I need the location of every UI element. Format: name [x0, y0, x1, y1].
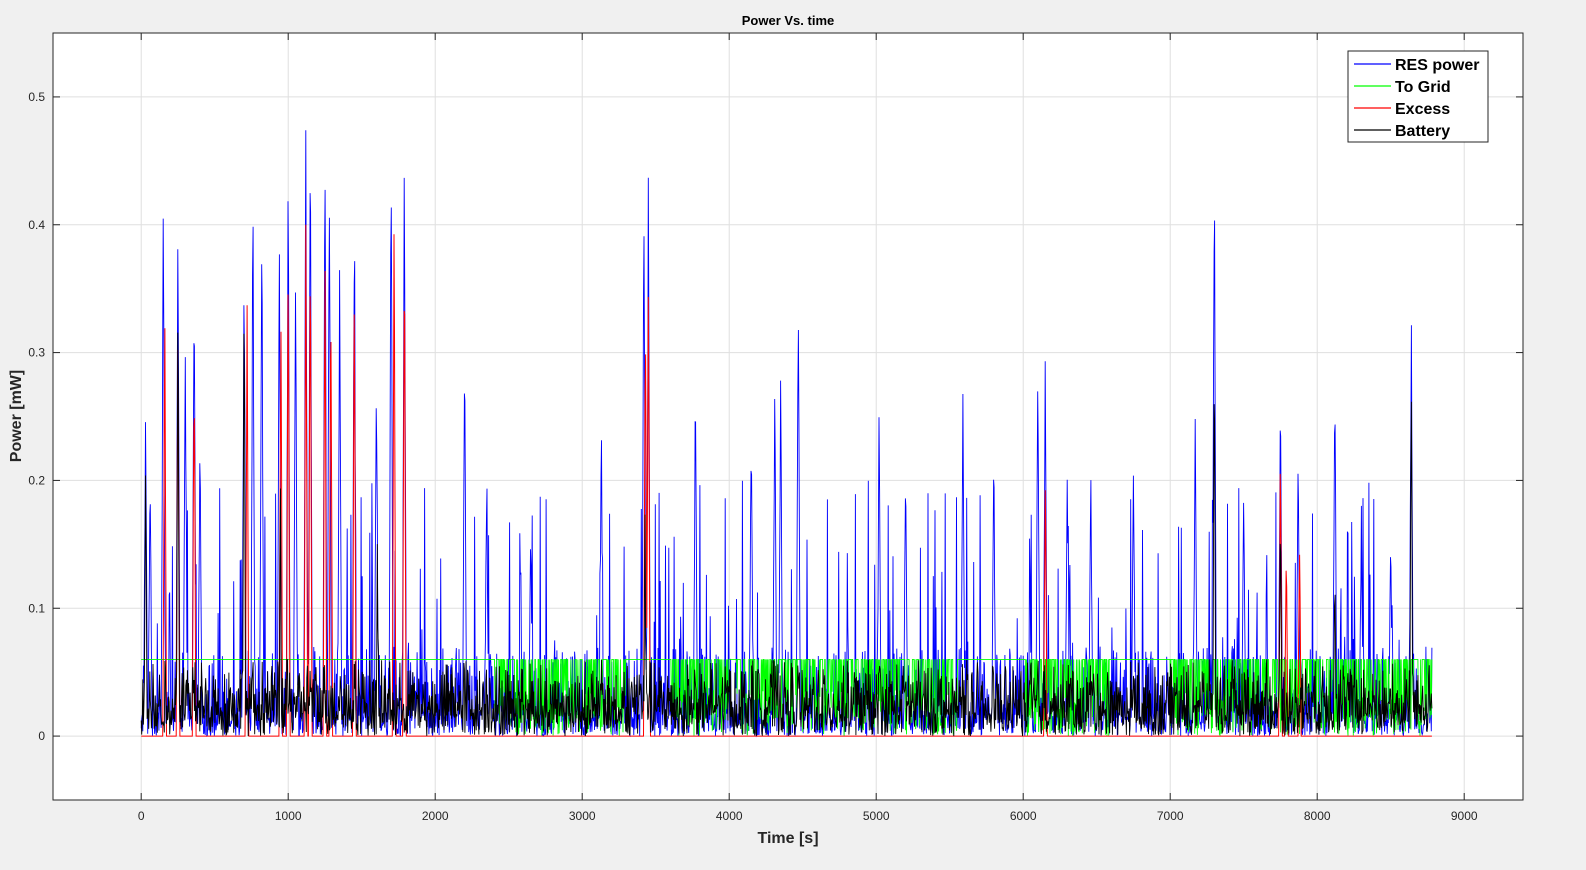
y-tick-label: 0.2: [28, 473, 45, 487]
x-axis-label: Time [s]: [757, 830, 818, 847]
y-tick-label: 0.1: [28, 601, 45, 615]
y-tick-label: 0.3: [28, 346, 45, 360]
x-tick-label: 8000: [1304, 809, 1331, 823]
legend-entry-excess: Excess: [1354, 101, 1450, 118]
chart-title: Power Vs. time: [742, 13, 834, 28]
x-tick-label: 1000: [275, 809, 302, 823]
x-tick-label: 0: [138, 809, 145, 823]
x-tick-label: 6000: [1010, 809, 1037, 823]
x-tick-label: 9000: [1451, 809, 1478, 823]
legend[interactable]: RES power To Grid Excess Battery: [1347, 50, 1489, 143]
y-tick-label: 0.4: [28, 218, 45, 232]
y-tick-label: 0.5: [28, 90, 45, 104]
legend-entry-to-grid: To Grid: [1354, 79, 1451, 96]
series-layer: [140, 130, 1433, 738]
x-tick-label: 4000: [716, 809, 743, 823]
series-line-battery: [140, 332, 1433, 737]
series-line-excess: [141, 224, 1432, 737]
x-tick-label: 2000: [422, 809, 449, 823]
axes-box: [52, 32, 1524, 801]
legend-label-res-power: RES power: [1395, 57, 1479, 74]
y-axis-ticks: 0 0.1 0.2 0.3 0.4 0.5: [28, 90, 1523, 743]
legend-label-excess: Excess: [1395, 101, 1450, 118]
legend-entry-res-power: RES power: [1354, 57, 1479, 74]
legend-entry-battery: Battery: [1354, 123, 1450, 140]
legend-label-to-grid: To Grid: [1395, 79, 1451, 96]
x-tick-label: 7000: [1157, 809, 1184, 823]
y-tick-label: 0: [38, 729, 45, 743]
x-tick-label: 5000: [863, 809, 890, 823]
legend-box: [1347, 50, 1489, 143]
legend-label-battery: Battery: [1395, 123, 1450, 140]
y-axis-label: Power [mW]: [8, 370, 25, 462]
x-tick-label: 3000: [569, 809, 596, 823]
x-axis-ticks: 0 1000 2000 3000 4000 5000 6000 7000 8000 9000: [138, 33, 1478, 823]
